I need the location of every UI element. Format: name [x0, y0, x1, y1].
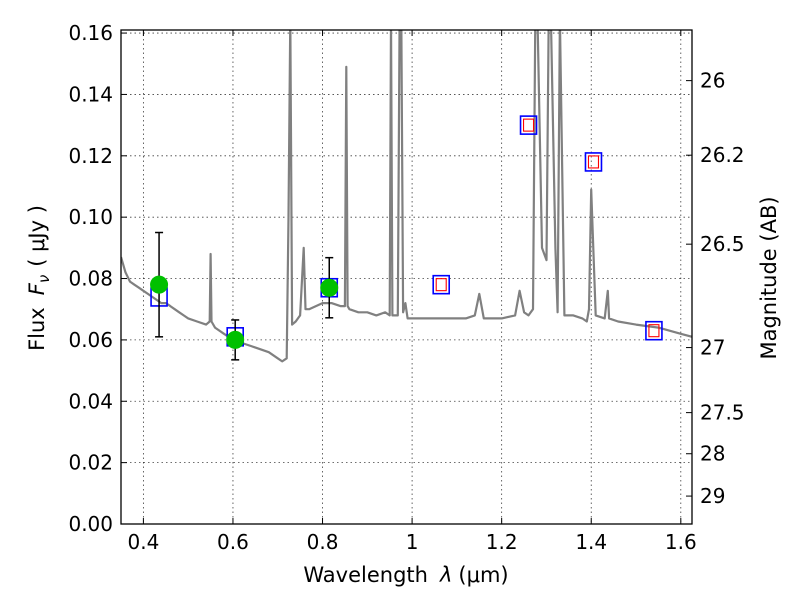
model-point — [584, 152, 603, 172]
y2-tick-label: 29 — [700, 484, 725, 508]
model-box — [584, 152, 603, 172]
observed-points — [150, 231, 339, 361]
x-tick-label: 0.8 — [307, 530, 339, 554]
y2-tick-label: 27.5 — [700, 401, 745, 425]
y2-axis-label: Magnitude (AB) — [757, 196, 781, 359]
observed-marker — [150, 275, 169, 294]
observed-point — [150, 231, 169, 338]
plot-frame — [120, 29, 693, 525]
y2-tick-labels: 26 26.2 26.5 27 27.5 28 29 — [700, 69, 745, 508]
x-tick-label: 0.6 — [217, 530, 249, 554]
y-tick-label: 0.16 — [68, 21, 113, 45]
model-point — [432, 274, 451, 295]
model-point — [519, 115, 538, 135]
y2-tick-label: 26 — [700, 69, 725, 93]
y2-tick-label: 28 — [700, 442, 725, 466]
x-tick-label: 1 — [406, 530, 419, 554]
y-tick-label: 0.06 — [68, 328, 113, 352]
axis-ticks — [121, 30, 692, 525]
model-inner-box — [522, 118, 535, 132]
x-tick-label: 1.2 — [486, 530, 518, 554]
y-tick-label: 0.14 — [68, 82, 113, 106]
model-inner-box — [587, 155, 600, 169]
y2-tick-label: 26.2 — [700, 143, 745, 167]
spectrum-line — [121, 30, 692, 363]
y-tick-label: 0.10 — [68, 205, 113, 229]
x-tick-label: 1.4 — [575, 530, 607, 554]
x-tick-label: 1.6 — [665, 530, 697, 554]
model-points — [150, 115, 663, 347]
model-inner-box — [648, 324, 660, 338]
model-point — [645, 320, 663, 341]
y-axis-label: FluxFν( μJy ) — [25, 205, 53, 351]
model-box — [645, 320, 663, 341]
grid-lines — [121, 30, 692, 525]
x-tick-label: 0.4 — [127, 530, 159, 554]
spectrum-series — [121, 30, 692, 363]
y-tick-label: 0.08 — [68, 267, 113, 291]
observed-marker — [320, 278, 339, 297]
observed-point — [320, 256, 339, 319]
x-tick-labels: 0.4 0.6 0.8 1 1.2 1.4 1.6 — [127, 530, 696, 554]
y2-tick-label: 26.5 — [700, 232, 745, 256]
model-box — [432, 274, 451, 295]
y-tick-label: 0.00 — [68, 512, 113, 536]
model-inner-box — [435, 278, 447, 292]
y-tick-labels: 0.00 0.02 0.04 0.06 0.08 0.10 0.12 0.14 0.16 — [68, 21, 113, 536]
y-tick-label: 0.12 — [68, 144, 113, 168]
x-axis-label: Wavelength λ (μm) — [303, 563, 508, 587]
y-tick-label: 0.02 — [68, 451, 113, 475]
y2-tick-label: 27 — [700, 336, 725, 360]
observed-marker — [226, 330, 245, 349]
model-box — [519, 115, 538, 135]
observed-point — [226, 319, 245, 361]
y-tick-label: 0.04 — [68, 389, 113, 413]
